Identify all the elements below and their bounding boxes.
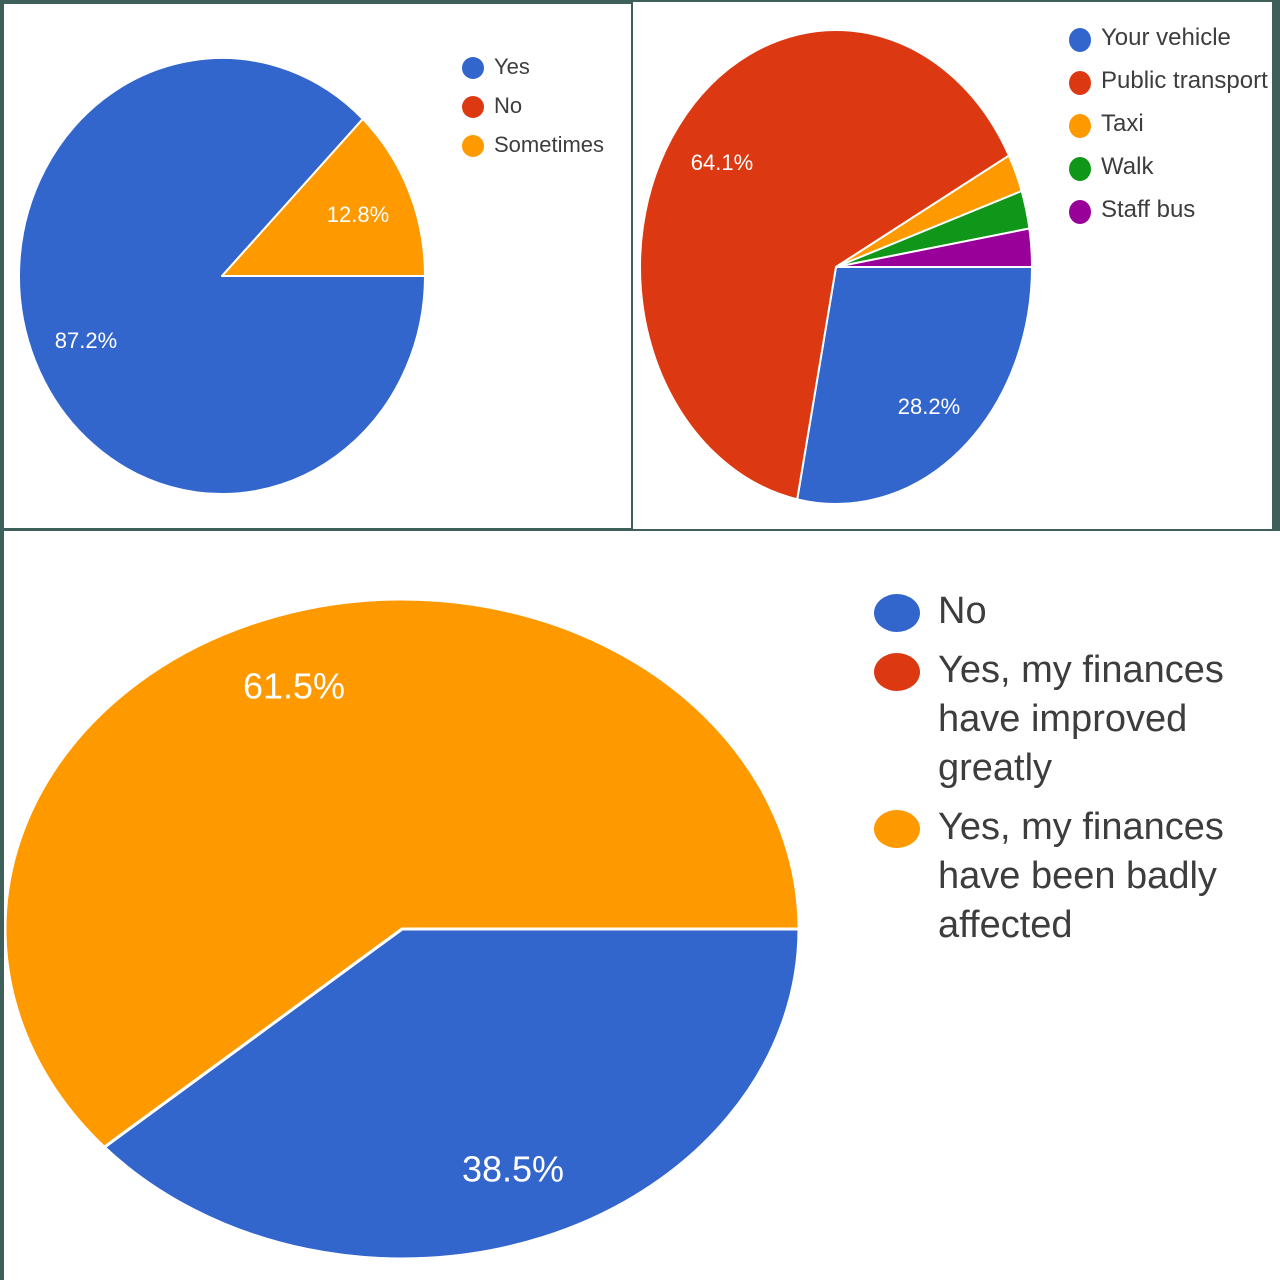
slice-label-public-transport: 64.1% [691, 150, 753, 175]
pie-chart-panel-3: 38.5% 61.5% No Yes, my finances have impro… [4, 531, 1280, 1280]
pie-chart-panel-1: 87.2% 12.8% Yes No Sometimes [4, 4, 631, 528]
legend-swatch-icon [1069, 157, 1091, 181]
legend-item-sometimes: Sometimes [462, 132, 604, 171]
legend-item-taxi: Taxi [1069, 110, 1268, 153]
legend-swatch-icon [874, 653, 920, 691]
legend-3: No Yes, my finances have improved greatly… [874, 587, 1278, 960]
legend-swatch-icon [874, 594, 920, 632]
legend-swatch-icon [874, 810, 920, 848]
legend-label: Sometimes [494, 132, 605, 157]
legend-item-public-transport: Public transport [1069, 67, 1268, 110]
legend-label: Walk [1101, 153, 1154, 180]
legend-item-yes-my-finances-have-improved-greatly: Yes, my finances have improved greatly [874, 646, 1278, 793]
legend-swatch-icon [1069, 28, 1091, 52]
legend-item-yes: Yes [462, 54, 604, 93]
legend-swatch-icon [1069, 71, 1091, 95]
legend-item-yes-my-finances-have-been-badly-affected: Yes, my finances have been badly affecte… [874, 803, 1278, 950]
pie-slice-yes-my-finances-have-been-badly-affected [4, 597, 801, 1149]
legend-label: Taxi [1101, 110, 1144, 137]
slice-label-sometimes: 12.8% [327, 202, 389, 227]
legend-swatch-icon [1069, 114, 1091, 138]
legend-2: Your vehicle Public transport Taxi Walk Staf… [1069, 24, 1268, 239]
legend-label: Public transport [1101, 67, 1268, 94]
pie-chart-1: 87.2% 12.8% [18, 57, 426, 495]
pie-chart-panel-2: 28.2% 64.1% Your vehicle Public transport T… [633, 2, 1272, 529]
pie-slice-no [102, 927, 801, 1261]
legend-swatch-icon [462, 96, 484, 118]
slice-label-no: 38.5% [462, 1149, 564, 1190]
legend-swatch-icon [1069, 200, 1091, 224]
legend-1: Yes No Sometimes [462, 54, 604, 171]
legend-item-no: No [462, 93, 604, 132]
slice-label-yes: 87.2% [55, 328, 117, 353]
legend-label: Yes [494, 54, 530, 79]
legend-swatch-icon [462, 135, 484, 157]
pie-slice-staff-bus [835, 227, 1034, 268]
legend-item-your-vehicle: Your vehicle [1069, 24, 1268, 67]
legend-label: No [494, 93, 523, 118]
legend-label: Your vehicle [1101, 24, 1231, 51]
legend-item-staff-bus: Staff bus [1069, 196, 1268, 239]
legend-label: Staff bus [1101, 196, 1196, 223]
legend-label: Yes, my finances have been badly affecte… [938, 806, 1224, 946]
pie-slice-sometimes [221, 117, 426, 277]
slice-label-yes-my-finances-have-been-badly-affected: 61.5% [243, 666, 345, 707]
pie-chart-3: 38.5% 61.5% [4, 597, 801, 1261]
slice-label-your-vehicle: 28.2% [898, 394, 960, 419]
legend-label: No [938, 590, 987, 632]
legend-label: Yes, my finances have improved greatly [938, 649, 1224, 789]
pie-slice-your-vehicle [796, 266, 1033, 505]
pie-slice-public-transport [639, 29, 1010, 501]
legend-item-no: No [874, 587, 1278, 636]
pie-chart-2: 28.2% 64.1% [639, 29, 1034, 505]
legend-swatch-icon [462, 57, 484, 79]
legend-item-walk: Walk [1069, 153, 1268, 196]
